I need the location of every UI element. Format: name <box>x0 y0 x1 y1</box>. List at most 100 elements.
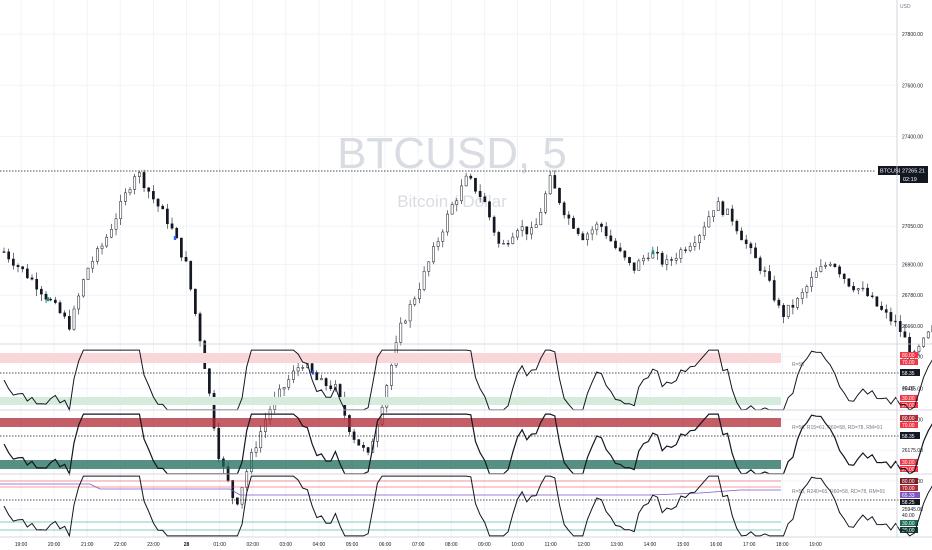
candle-body <box>161 205 165 210</box>
svg-text:58.35: 58.35 <box>902 371 915 377</box>
candle-body <box>656 252 659 254</box>
candle-body <box>198 313 202 342</box>
time-tick: 07:00 <box>412 542 425 548</box>
candle-body <box>796 298 799 308</box>
svg-text:80.00: 80.00 <box>902 353 915 359</box>
price-badge: BTCUSD 27265.21 02:19 <box>878 166 928 183</box>
candle-body <box>768 271 771 281</box>
candle-body <box>861 287 865 290</box>
candle-body <box>63 312 67 317</box>
candle-body <box>147 187 151 192</box>
time-tick: 20:00 <box>48 542 61 548</box>
rsi2-badges: 80.00 70.00 58.35 30.00 20.00 <box>900 415 920 473</box>
price-badge-value: 27265.21 <box>902 169 925 175</box>
candle-body <box>21 266 25 270</box>
time-tick: 23:00 <box>147 542 160 548</box>
price-tick: 26175.00 <box>902 448 923 454</box>
candlestick-series <box>2 169 932 509</box>
candle-body <box>217 427 221 460</box>
candle-body <box>25 268 29 279</box>
candle-body <box>679 249 683 259</box>
price-tick: 26415.00 <box>902 387 923 393</box>
main-pane[interactable]: BTCUSD, 5 Bitcoin / Dollar <box>0 129 932 509</box>
candle-body <box>366 447 370 453</box>
time-tick: 22:00 <box>114 542 127 548</box>
candle-body <box>749 243 753 249</box>
price-tick: 27400.00 <box>902 134 923 140</box>
rsi2-label: R=58, R15=61, R60=58, RD=78, RM=91 <box>792 425 883 431</box>
candle-body <box>483 196 487 203</box>
svg-text:70.00: 70.00 <box>902 486 915 492</box>
candle-body <box>446 213 449 233</box>
overbought-zone <box>0 353 781 363</box>
candle-body <box>432 246 435 263</box>
candle-body <box>427 261 431 272</box>
candle-body <box>91 261 95 269</box>
candle-body <box>82 279 85 297</box>
candle-body <box>772 280 776 301</box>
candle-body <box>170 223 174 229</box>
candle-body <box>782 305 785 317</box>
svg-text:20.00: 20.00 <box>902 403 915 409</box>
candle-body <box>544 193 547 213</box>
candle-body <box>576 228 580 234</box>
candle-body <box>688 245 692 251</box>
svg-text:30.00: 30.00 <box>902 396 915 402</box>
time-tick: 19:00 <box>15 542 28 548</box>
candle-body <box>338 384 342 399</box>
candle-body <box>553 175 557 189</box>
svg-text:40.00: 40.00 <box>902 386 915 392</box>
price-tick: 26660.00 <box>902 324 923 330</box>
candle-body <box>86 267 90 280</box>
candle-body <box>894 320 897 323</box>
candle-body <box>777 299 781 306</box>
candle-body <box>880 305 883 310</box>
candle-body <box>539 212 543 226</box>
rsi-pane-2[interactable]: R=58, R15=61, R60=58, RD=78, RM=91 80.00… <box>0 413 932 476</box>
candle-body <box>175 227 179 239</box>
candle-body <box>637 260 641 271</box>
time-tick: 10:00 <box>511 542 524 548</box>
time-tick: 12:00 <box>577 542 590 548</box>
price-badge-countdown: 02:19 <box>903 177 917 183</box>
candle-body <box>278 388 281 399</box>
rsi-pane-3[interactable]: R=58, R240=65, R60=58, RD=78, RM=91 80.0… <box>0 475 932 538</box>
candle-body <box>124 192 127 202</box>
candle-body <box>516 230 519 238</box>
candle-body <box>315 372 319 381</box>
time-tick: 11:00 <box>545 542 557 548</box>
candle-body <box>488 201 491 218</box>
signal-markers <box>46 236 655 375</box>
candle-body <box>399 322 403 343</box>
candle-body <box>100 245 104 249</box>
candle-body <box>908 336 911 353</box>
candle-body <box>329 385 333 390</box>
candle-body <box>810 277 813 287</box>
candle-body <box>180 237 183 258</box>
candle-body <box>460 185 463 202</box>
candle-body <box>44 293 48 300</box>
time-tick: 09:00 <box>478 542 491 548</box>
svg-text:20.00: 20.00 <box>902 467 915 473</box>
candle-body <box>441 231 445 242</box>
candle-body <box>497 232 501 244</box>
candle-body <box>558 188 561 204</box>
candle-body <box>595 223 599 231</box>
symbol-watermark: BTCUSD, 5 <box>337 129 567 178</box>
candle-body <box>58 302 62 314</box>
time-tick: 19:00 <box>809 542 822 548</box>
rsi-pane-1[interactable]: R=58 80.00 70.00 58.35 40.00 30.00 20.00 <box>0 349 932 412</box>
candle-body <box>814 271 818 278</box>
currency-label: USD <box>900 4 911 10</box>
candle-body <box>786 304 790 317</box>
time-axis[interactable]: 19:00 20:00 21:00 22:00 23:00 28 01:00 02:00 03:… <box>15 542 822 548</box>
time-tick: 03:00 <box>280 542 293 548</box>
candle-body <box>791 304 795 308</box>
candle-body <box>716 201 720 211</box>
candle-body <box>464 175 468 187</box>
candle-body <box>436 241 440 247</box>
candle-body <box>632 262 636 271</box>
candle-body <box>362 444 365 448</box>
candle-body <box>231 480 235 499</box>
